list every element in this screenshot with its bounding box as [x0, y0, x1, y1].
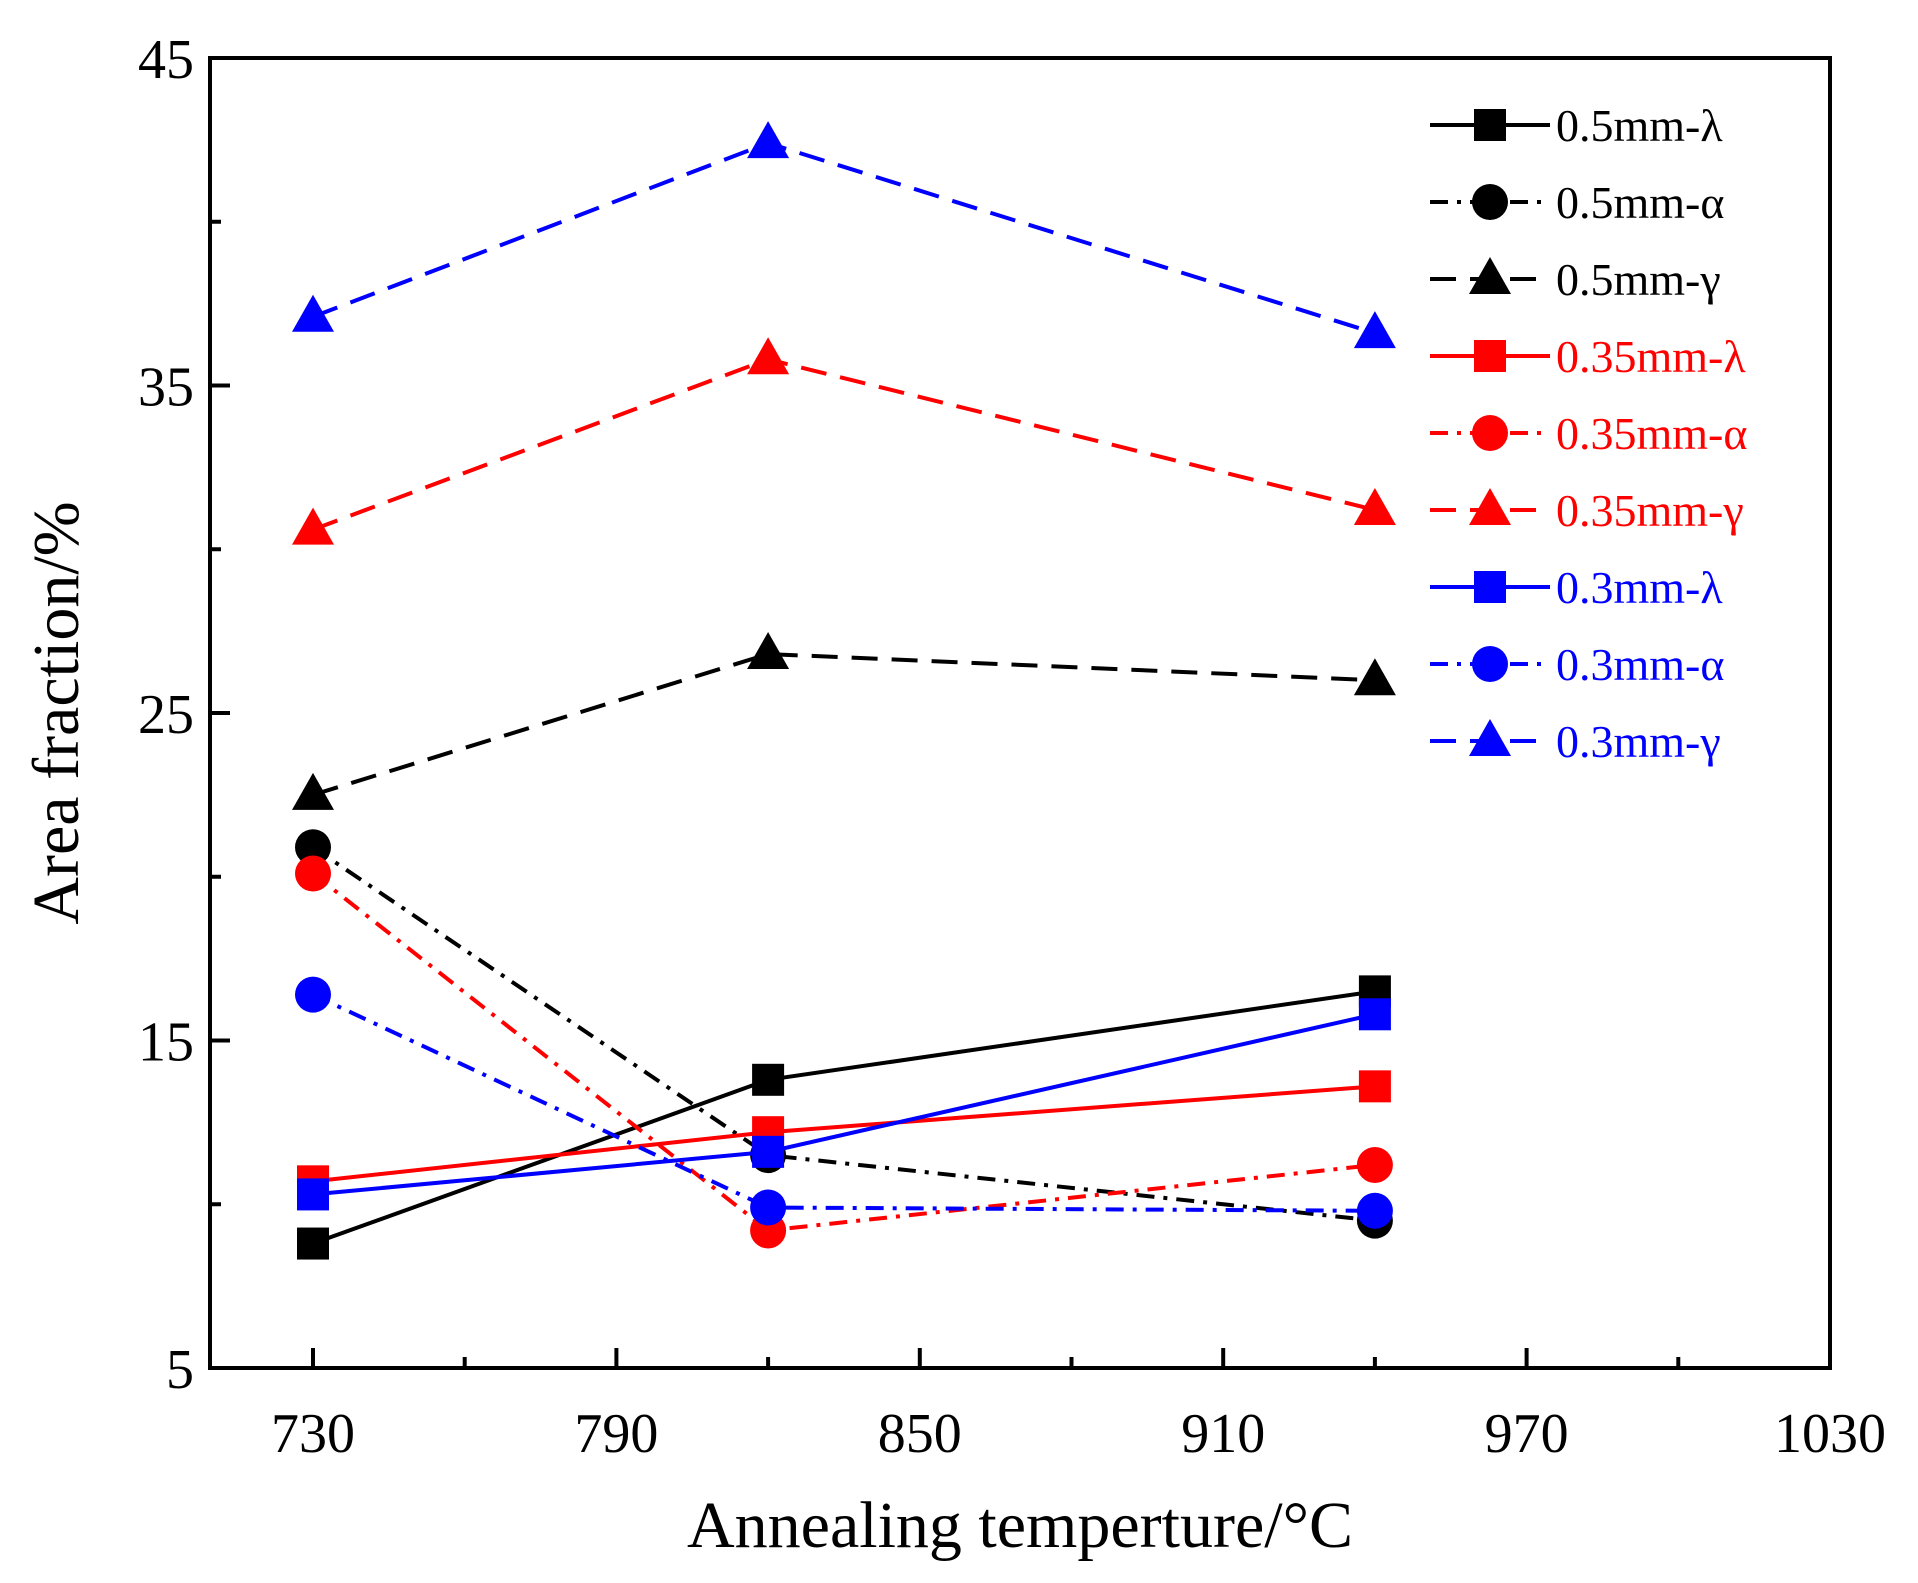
data-point-triangle [747, 632, 790, 670]
series-line [312, 141, 1376, 336]
legend-marker-square [1474, 340, 1506, 372]
legend-marker-circle [1472, 184, 1508, 220]
data-point-triangle [1353, 311, 1396, 349]
series-line [312, 989, 1376, 1246]
data-point-triangle [747, 337, 790, 375]
legend-label: 0.35mm-λ [1556, 331, 1746, 382]
y-tick-label: 45 [138, 29, 194, 91]
data-point-square [297, 1178, 329, 1211]
legend-label: 0.35mm-α [1556, 408, 1747, 459]
series-2 [295, 829, 1393, 1239]
data-point-triangle [292, 772, 334, 810]
legend-label: 0.5mm-λ [1556, 100, 1723, 151]
data-point-triangle [1353, 658, 1396, 696]
legend-label: 0.5mm-α [1556, 177, 1724, 228]
series-9 [292, 121, 1396, 349]
legend-marker-triangle [1469, 719, 1511, 756]
series-6 [292, 337, 1396, 545]
legend-label: 0.3mm-α [1556, 639, 1724, 690]
data-point-triangle [1353, 487, 1396, 525]
series-1 [297, 975, 1391, 1260]
legend-item: 0.3mm-λ [1430, 562, 1723, 613]
data-point-circle [295, 829, 331, 866]
series-4 [297, 1070, 1391, 1198]
data-point-square [297, 1227, 329, 1260]
data-point-square [752, 1135, 785, 1168]
data-point-triangle [292, 507, 334, 545]
series-5 [295, 855, 1393, 1249]
legend-item: 0.35mm-α [1430, 408, 1747, 459]
legend-marker-circle [1472, 646, 1508, 682]
data-point-square [1358, 998, 1391, 1031]
series-line [312, 357, 1376, 532]
legend-label: 0.5mm-γ [1556, 254, 1721, 305]
legend-item: 0.5mm-α [1430, 177, 1724, 228]
data-point-circle [1356, 1192, 1393, 1229]
x-tick-label: 1030 [1774, 1403, 1886, 1465]
data-point-triangle [292, 294, 334, 332]
series-line [312, 992, 1375, 1213]
y-tick-label: 25 [138, 684, 194, 746]
legend-label: 0.35mm-γ [1556, 485, 1744, 536]
legend-label: 0.3mm-γ [1556, 716, 1721, 767]
data-point-circle [750, 1189, 787, 1226]
data-point-square [752, 1063, 785, 1096]
x-tick-label: 730 [271, 1403, 355, 1465]
x-tick-label: 850 [878, 1403, 962, 1465]
series-line [312, 652, 1375, 797]
x-tick-label: 790 [574, 1403, 658, 1465]
axis-ticks: 730 790 850 910 970 1030 5 15 25 35 45 [138, 29, 1886, 1465]
legend-label: 0.3mm-λ [1556, 562, 1723, 613]
legend-marker-triangle [1469, 488, 1511, 525]
data-point-circle [295, 855, 331, 892]
data-point-triangle [747, 121, 790, 159]
legend-item: 0.5mm-γ [1430, 254, 1721, 305]
legend-item: 0.5mm-λ [1430, 100, 1723, 151]
legend-item: 0.3mm-γ [1430, 716, 1721, 767]
legend-item: 0.35mm-λ [1430, 331, 1746, 382]
series-8 [295, 976, 1393, 1229]
y-tick-label: 5 [166, 1339, 194, 1401]
legend-item: 0.3mm-α [1430, 639, 1724, 690]
series-group [292, 121, 1396, 1260]
legend-marker-triangle [1469, 257, 1511, 294]
series-3 [292, 632, 1396, 810]
legend: 0.5mm-λ 0.5mm-α 0.5mm-γ 0.35mm-λ 0.35mm-α 0.3… [1430, 100, 1747, 767]
data-point-circle [1356, 1146, 1393, 1183]
legend-item: 0.35mm-γ [1430, 485, 1744, 536]
legend-marker-square [1474, 109, 1506, 141]
x-tick-label: 970 [1485, 1403, 1569, 1465]
legend-marker-circle [1472, 415, 1508, 451]
y-tick-label: 15 [138, 1012, 194, 1074]
y-tick-label: 35 [138, 357, 194, 419]
legend-marker-square [1474, 571, 1506, 603]
y-axis-title: Area fraction/% [20, 501, 93, 924]
x-tick-label: 910 [1181, 1403, 1265, 1465]
x-axis-title: Annealing temperture/°C [687, 1489, 1353, 1562]
data-point-circle [295, 976, 331, 1013]
data-point-square [1358, 1070, 1391, 1103]
series-7 [297, 998, 1391, 1211]
series-line [312, 1012, 1376, 1197]
